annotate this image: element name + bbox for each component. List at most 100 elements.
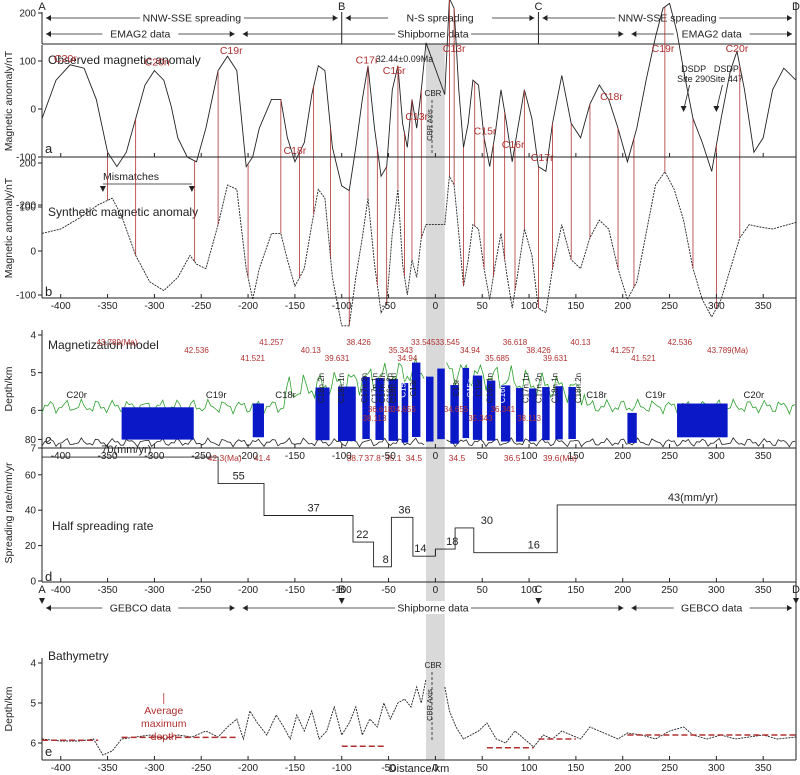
normal-polarity-block-15 <box>500 385 511 442</box>
cbr-age-note: 32.44±0.09Ma <box>376 54 433 64</box>
normal-polarity-block-0 <box>121 407 194 440</box>
spreading-rate-left <box>42 456 436 568</box>
chron-label-5: C15r <box>383 65 406 77</box>
chron-name-vertical-7: C16n.1n <box>389 373 398 403</box>
chron-label-10: C17r <box>531 152 554 164</box>
label-backdrop <box>395 601 472 614</box>
panel-d-y-axis-title: Spreading rate/mm/yr <box>3 462 15 563</box>
rate-age-label-5: 34.5 <box>406 453 423 463</box>
x-tick-label: -100 <box>332 763 352 774</box>
spreading-label-1: N-S spreading <box>407 13 474 25</box>
x-tick-label: 200 <box>614 763 631 774</box>
x-tick-label: 0 <box>433 301 439 312</box>
arrowhead <box>787 31 792 37</box>
bathy-point-label-c: C <box>534 584 542 596</box>
x-tick-label: 100 <box>521 585 538 596</box>
x-tick-label: -400 <box>51 763 71 774</box>
chron-name-vertical-8: C15n <box>399 378 408 397</box>
panel-d-y-axis-tick-label: 0 <box>30 577 36 588</box>
x-tick-label: 150 <box>568 585 585 596</box>
x-tick-label: 150 <box>568 763 585 774</box>
arrowhead <box>229 31 235 37</box>
x-tick-label: -300 <box>144 301 164 312</box>
x-tick-label: 300 <box>708 585 725 596</box>
chron-label-11: C18r <box>600 91 623 103</box>
chron-name-6: C20r <box>744 390 765 401</box>
label-backdrop <box>102 601 179 614</box>
x-tick-label: 300 <box>708 451 725 462</box>
normal-polarity-block-20 <box>568 387 576 440</box>
x-tick-label: 350 <box>755 585 772 596</box>
age-label-low-left-0: 36.618 <box>368 405 393 414</box>
rate-value-label-1: 55 <box>233 471 245 483</box>
normal-polarity-block-17 <box>529 388 537 442</box>
bathy-point-arrow <box>793 598 799 604</box>
dsdp-arrowhead <box>680 106 687 112</box>
chron-name-vertical-4: C17n.1n <box>371 373 380 403</box>
chron-label-6: C13r <box>405 111 428 123</box>
rate-age-label-6: 34.5 <box>449 453 466 463</box>
basement-top-line-left <box>41 357 425 416</box>
avg-depth-label-1: Average <box>144 705 183 717</box>
header-annotations: A B C D NNW-SSE spreading N-S spreading NNW-SS… <box>38 1 800 45</box>
x-tick-label: 100 <box>521 763 538 774</box>
x-tick-label: -50 <box>381 763 396 774</box>
chron-name-vertical-3: C17n.3n <box>360 373 369 403</box>
normal-polarity-block-1 <box>252 403 264 438</box>
chron-name-vertical-13: C16n.1n <box>486 373 495 403</box>
panel-a-y-axis-tick-label: 100 <box>19 57 36 68</box>
age-label-left-1: 42.536 <box>184 346 209 355</box>
rate-value-label-5: 36 <box>398 504 410 516</box>
age-label-low-left-2: 34.655 <box>391 405 416 414</box>
rate-age-label-4: 35.1 <box>385 453 402 463</box>
rate-value-label-8: 30 <box>481 515 493 527</box>
x-tick-label: 350 <box>755 451 772 462</box>
x-tick-label: 0 <box>433 451 439 462</box>
x-tick-label: 50 <box>477 451 489 462</box>
cbr-axis-label: CBR Axis <box>425 109 434 141</box>
age-label-left-6: 38.426 <box>346 338 371 347</box>
chron-name-vertical-1: C18n.2n <box>317 373 326 403</box>
spreading-label-0: NNW-SSE spreading <box>143 13 242 25</box>
panel-a-y-axis-title: Magnetic anomaly/nT <box>3 50 15 151</box>
panel-b-title: Synthetic magnetic anomaly <box>48 205 198 219</box>
chron-name-1: C20n <box>140 390 163 401</box>
chron-name-vertical-6: C16n.2n <box>385 373 394 403</box>
age-label-left-3: 41.257 <box>259 338 284 347</box>
panel-a-letter: a <box>45 141 53 156</box>
rate-value-label-0: 70(mm/yr) <box>101 444 151 456</box>
avg-depth-label-3: depth <box>151 731 177 743</box>
point-label-d: D <box>792 1 800 13</box>
dsdp-site-1: Site 447 <box>710 74 743 84</box>
panel-a-y-axis-tick-label: -100 <box>16 153 36 164</box>
panel-a-title: Observed magnetic anomaly <box>48 53 201 67</box>
x-tick-label: -350 <box>98 301 118 312</box>
x-tick-label: 0 <box>433 585 439 596</box>
x-tick-label: -50 <box>381 585 396 596</box>
panel-e-title: Bathymetry <box>48 649 109 663</box>
cbr-label: CBR <box>425 89 442 98</box>
panel-a-y-axis-tick-label: 200 <box>19 9 36 20</box>
x-tick-label: -350 <box>98 763 118 774</box>
dataset-label-1: Shipborne data <box>397 29 468 41</box>
panel-d-y-axis-tick-label: 20 <box>25 541 37 552</box>
x-tick-label: -200 <box>238 585 258 596</box>
x-tick-label: 350 <box>755 763 772 774</box>
panel-b-letter: b <box>45 284 52 299</box>
spreading-rate-right <box>434 504 796 557</box>
bathy-point-label-b: B <box>338 584 345 596</box>
normal-polarity-block-21 <box>627 412 637 443</box>
panel-a-observed-anomaly: 200 100 0 -100 -200 Magnetic anomaly/nT Observ… <box>3 0 797 212</box>
panel-b-y-axis-tick-label: 200 <box>19 159 36 170</box>
arrowhead <box>46 15 51 21</box>
panel-e-y-axis-title: Depth/km <box>3 686 15 731</box>
observed-anomaly-line <box>41 0 797 192</box>
rate-value-label-2: 37 <box>308 503 320 515</box>
dsdp-label-0: DSDP <box>681 64 706 74</box>
x-tick-label: 150 <box>568 301 585 312</box>
x-axis-title: Distance/km <box>389 763 450 775</box>
rate-age-label-0: 42.3(Ma) <box>208 453 242 463</box>
normal-polarity-block-14 <box>486 380 496 441</box>
arrowhead <box>332 15 338 21</box>
